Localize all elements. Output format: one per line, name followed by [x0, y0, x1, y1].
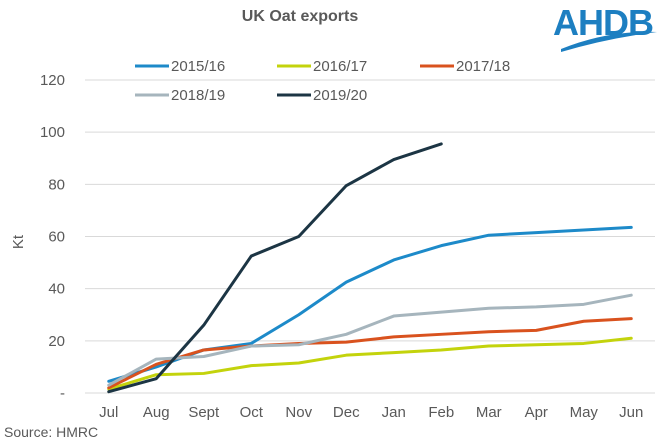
series-lines [107, 142, 633, 394]
x-tick-label: Aug [143, 404, 170, 421]
y-axis-ticks: - 20 40 60 80 100 120 [40, 72, 65, 402]
series-line-2017-18 [107, 317, 633, 390]
y-tick-label: 60 [48, 229, 65, 246]
legend-label: 2019/20 [313, 87, 367, 104]
legend-label: 2015/16 [171, 58, 225, 75]
x-tick-label: Apr [525, 404, 548, 421]
legend-item-2019-20: 2019/20 [277, 87, 367, 104]
x-axis-ticks: Jul Aug Sept Oct Nov Dec Jan Feb Mar Apr May Jun [99, 404, 643, 421]
x-tick-label: Oct [240, 404, 264, 421]
y-axis-label: Kt [10, 234, 27, 249]
series-line-2018-19 [107, 293, 633, 387]
series-line-2019-20 [107, 142, 443, 394]
y-tick-label: 80 [48, 176, 65, 193]
y-tick-label: 120 [40, 72, 65, 89]
x-tick-label: Mar [476, 404, 502, 421]
y-tick-label: 20 [48, 333, 65, 350]
legend-item-2016-17: 2016/17 [277, 58, 367, 75]
legend-label: 2017/18 [456, 58, 510, 75]
ahdb-logo: AHDB [553, 2, 661, 54]
legend: 2015/16 2016/17 2017/18 2018/19 2019/20 [135, 58, 510, 104]
series-line-2016-17 [107, 336, 633, 391]
y-tick-label: - [60, 385, 65, 402]
legend-item-2017-18: 2017/18 [420, 58, 510, 75]
legend-label: 2016/17 [313, 58, 367, 75]
x-tick-label: Feb [428, 404, 454, 421]
logo-swoosh [561, 31, 657, 52]
legend-label: 2018/19 [171, 87, 225, 104]
x-tick-label: Jun [619, 404, 643, 421]
gridlines [85, 79, 655, 394]
chart-title: UK Oat exports [241, 8, 359, 25]
logo-text: AHDB [553, 2, 654, 43]
y-tick-label: 40 [48, 281, 65, 298]
y-tick-label: 100 [40, 124, 65, 141]
x-tick-label: Jan [382, 404, 406, 421]
x-tick-label: Sept [188, 404, 220, 421]
x-tick-label: Dec [333, 404, 360, 421]
x-tick-label: May [570, 404, 599, 421]
x-tick-label: Jul [99, 404, 118, 421]
source-note: Source: HMRC [4, 424, 99, 440]
x-tick-label: Nov [285, 404, 312, 421]
legend-item-2015-16: 2015/16 [135, 58, 225, 75]
legend-item-2018-19: 2018/19 [135, 87, 225, 104]
